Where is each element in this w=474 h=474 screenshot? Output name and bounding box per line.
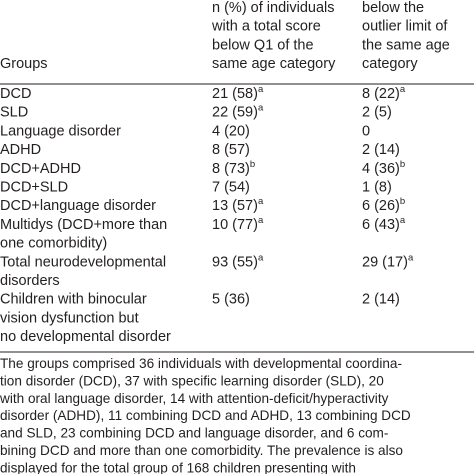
cell-text: 1 (8) — [362, 180, 392, 196]
cell-value: 8 (22) — [362, 86, 400, 102]
cell-text: 8 (22)a — [362, 84, 406, 102]
group-label: vision dysfunction but — [0, 310, 139, 326]
group-label: DCD+SLD — [0, 180, 68, 196]
cell-text: 8 (73)b — [212, 159, 255, 177]
group-label: DCD+language disorder — [0, 198, 156, 214]
footnote-marker: a — [258, 252, 264, 263]
cell-value: 93 (55) — [212, 254, 258, 270]
header-text: with a total score — [211, 19, 321, 35]
footnote-marker: a — [400, 84, 406, 95]
cell-value: 6 (43) — [362, 217, 400, 233]
group-label: Multidys (DCD+more than — [0, 217, 167, 233]
header-text: below Q1 of the — [212, 37, 314, 53]
cell-value: 22 (59) — [212, 105, 258, 121]
group-label: SLD — [0, 105, 28, 121]
group-label: no developmental disorder — [0, 329, 171, 345]
footnote-line: and SLD, 23 combining DCD and language d… — [0, 426, 388, 441]
group-label: DCD+ADHD — [0, 161, 81, 177]
cell-value: 2 (5) — [362, 105, 392, 121]
header-text: outlier limit of — [362, 19, 448, 35]
cell-text: 2 (14) — [362, 142, 400, 158]
cell-value: 21 (58) — [212, 86, 258, 102]
header-text: same age category — [212, 56, 336, 72]
footnote-marker: b — [400, 196, 405, 207]
group-label: Language disorder — [0, 123, 121, 139]
cell-text: 6 (43)a — [362, 215, 406, 233]
cell-text: 0 — [362, 123, 370, 139]
cell-text: 22 (59)a — [212, 103, 264, 121]
cell-text: 13 (57)a — [212, 196, 264, 214]
cell-text: 21 (58)a — [212, 84, 264, 102]
cell-text: 29 (17)a — [362, 252, 414, 270]
cell-text: 93 (55)a — [212, 252, 264, 270]
header-text: the same age — [362, 37, 450, 53]
cell-value: 10 (77) — [212, 217, 258, 233]
cell-value: 8 (73) — [212, 161, 250, 177]
cell-value: 1 (8) — [362, 180, 392, 196]
footnote-marker: a — [408, 252, 414, 263]
header-text: n (%) of individuals — [212, 0, 335, 16]
footnote-marker: a — [400, 215, 406, 226]
footnote-line: displayed for the total group of 168 chi… — [0, 460, 356, 474]
footnote-line: disorder (ADHD), 11 combining DCD and AD… — [0, 408, 411, 423]
cell-value: 2 (14) — [362, 292, 400, 308]
cell-text: 2 (14) — [362, 292, 400, 308]
footnote-marker: b — [400, 159, 405, 170]
header-text: category — [362, 56, 418, 72]
cell-text: 2 (5) — [362, 105, 392, 121]
cell-text: 4 (20) — [212, 123, 250, 139]
cell-text: 6 (26)b — [362, 196, 405, 214]
cell-value: 4 (20) — [212, 123, 250, 139]
footnote-marker: b — [250, 159, 255, 170]
cell-text: 8 (57) — [212, 142, 250, 158]
group-label: ADHD — [0, 142, 41, 158]
cell-value: 29 (17) — [362, 254, 408, 270]
header-text: Groups — [0, 56, 48, 72]
group-label: one comorbidity) — [0, 236, 107, 252]
cell-value: 0 — [362, 123, 370, 139]
header-text: below the — [362, 0, 424, 16]
footnote-line: The groups comprised 36 individuals with… — [0, 356, 402, 371]
cell-value: 6 (26) — [362, 198, 400, 214]
cell-value: 2 (14) — [362, 142, 400, 158]
footnote-line: tion disorder (DCD), 37 with specific le… — [0, 373, 384, 388]
footnote-marker: a — [258, 215, 264, 226]
footnote-line: with oral language disorder, 14 with att… — [0, 391, 389, 406]
group-label: Children with binocular — [0, 292, 147, 308]
cell-value: 8 (57) — [212, 142, 250, 158]
cell-value: 4 (36) — [362, 161, 400, 177]
group-label: DCD — [0, 86, 31, 102]
cell-value: 7 (54) — [212, 180, 250, 196]
cell-text: 7 (54) — [212, 180, 250, 196]
cell-value: 13 (57) — [212, 198, 258, 214]
cell-text: 10 (77)a — [212, 215, 264, 233]
group-label: disorders — [0, 273, 60, 289]
group-label: Total neurodevelopmental — [0, 254, 166, 270]
cell-value: 5 (36) — [212, 292, 250, 308]
cell-text: 5 (36) — [212, 292, 250, 308]
cell-text: 4 (36)b — [362, 159, 405, 177]
footnote-line: bining DCD and more than one comorbidity… — [0, 443, 403, 458]
footnote-marker: a — [258, 196, 264, 207]
footnote-marker: a — [258, 103, 264, 114]
footnote-marker: a — [258, 84, 264, 95]
